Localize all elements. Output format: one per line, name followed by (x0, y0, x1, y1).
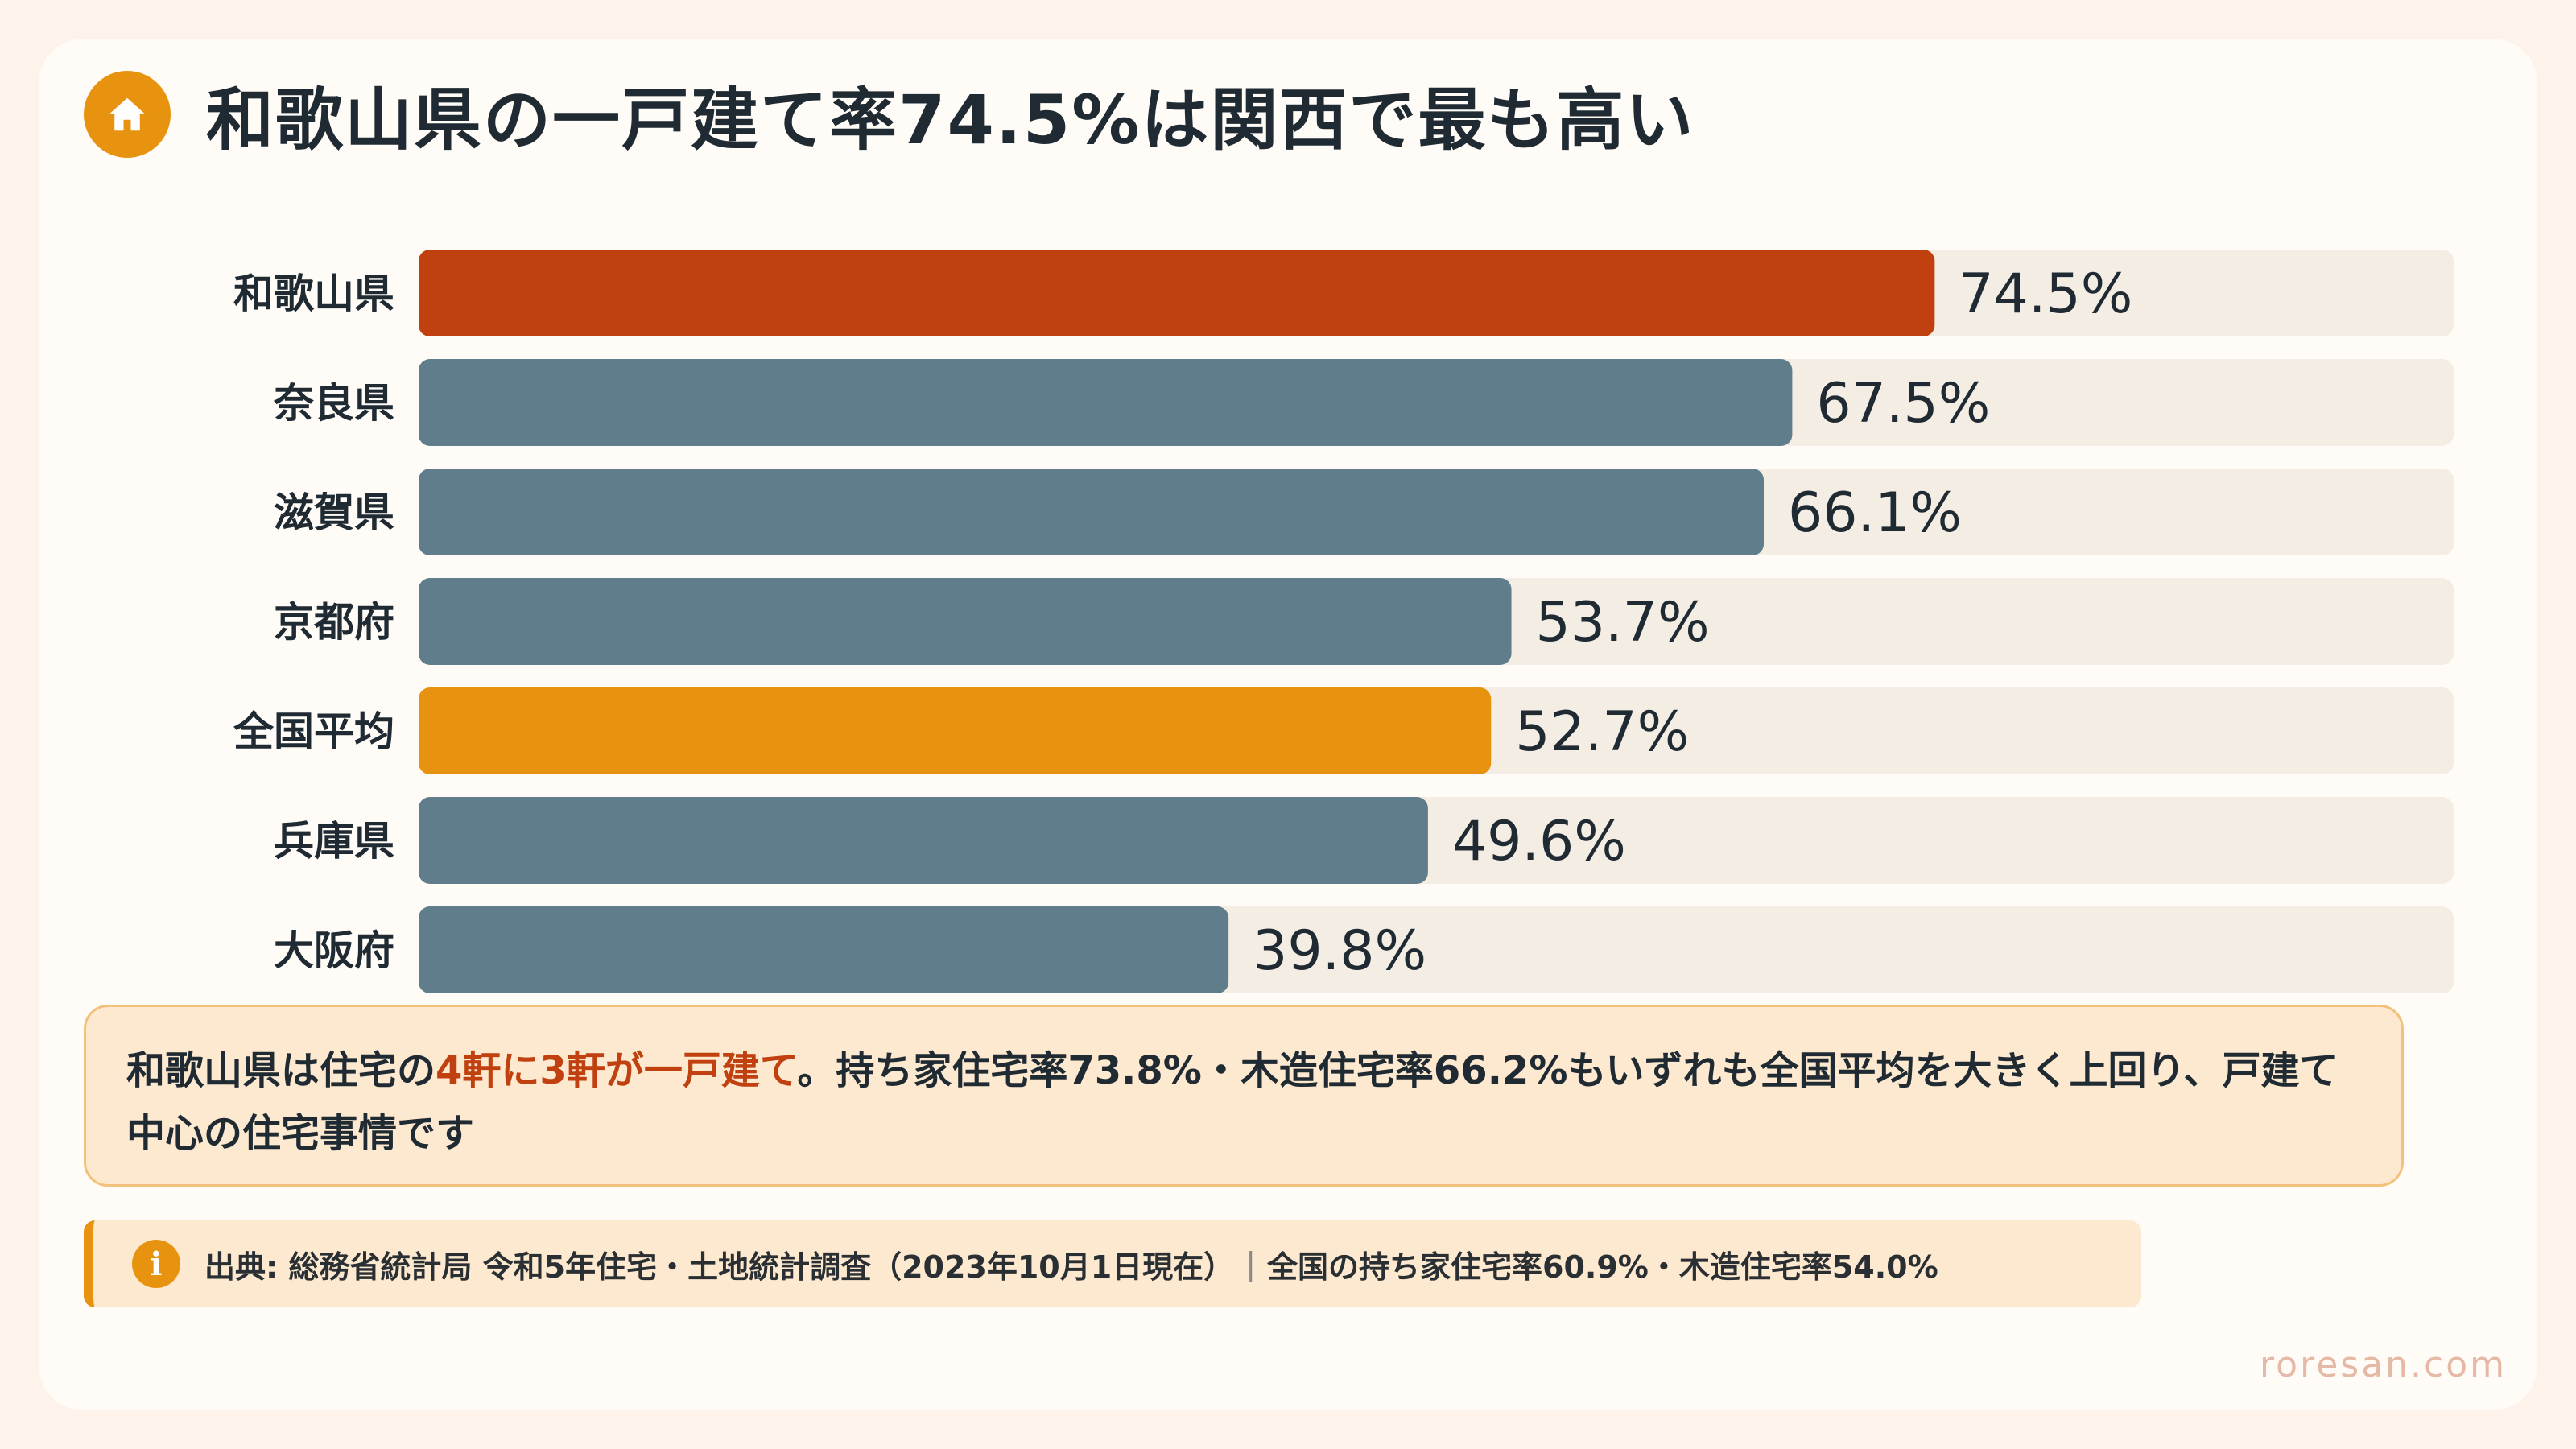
bar (419, 797, 1428, 884)
bar-chart: 和歌山県 74.5% 奈良県 67.5% 滋賀県 66.1% 京都府 53.7% 全国平均 52.… (233, 250, 2454, 993)
summary-callout: 和歌山県は住宅の4軒に3軒が一戸建て。持ち家住宅率73.8%・木造住宅率66.2… (84, 1005, 2404, 1187)
bar (419, 906, 1229, 993)
category-label: 兵庫県 (274, 818, 394, 865)
title-row: 和歌山県の一戸建て率74.5%は関西で最も高い (84, 66, 1695, 163)
source-note: i 出典: 総務省統計局 令和5年住宅・土地統計調査（2023年10月1日現在）… (84, 1220, 2141, 1307)
source-separator: | (1245, 1246, 1256, 1282)
value-label: 74.5% (1959, 262, 2132, 326)
bar (419, 578, 1512, 665)
source-text: 出典: 総務省統計局 令和5年住宅・土地統計調査（2023年10月1日現在） (204, 1249, 1235, 1285)
callout-text-before: 和歌山県は住宅の (126, 1048, 436, 1093)
category-label: 和歌山県 (233, 270, 394, 317)
value-label: 66.1% (1788, 481, 1962, 545)
bar (419, 359, 1793, 446)
brand-watermark: roresan.com (2260, 1344, 2507, 1385)
value-label: 39.8% (1253, 919, 1426, 983)
category-label: 京都府 (274, 599, 394, 646)
category-label: 奈良県 (273, 380, 394, 427)
bar (419, 250, 1935, 336)
bar (419, 469, 1765, 555)
page-title: 和歌山県の一戸建て率74.5%は関西で最も高い (206, 80, 1695, 159)
value-label: 52.7% (1515, 700, 1689, 764)
home-icon (84, 71, 171, 158)
value-label: 53.7% (1536, 591, 1710, 654)
source-note-text: 全国の持ち家住宅率60.9%・木造住宅率54.0% (1267, 1249, 1938, 1285)
callout-text-after: 。持ち家住宅率73.8%・木造住宅率66.2%もいずれも全国平均を大きく上回り、… (126, 1048, 2339, 1156)
category-label: 全国平均 (233, 708, 394, 755)
info-icon: i (132, 1240, 180, 1288)
category-label: 滋賀県 (274, 489, 394, 536)
callout-highlight: 4軒に3軒が一戸建て (436, 1048, 798, 1093)
bar (419, 687, 1492, 774)
value-label: 49.6% (1452, 810, 1626, 873)
value-label: 67.5% (1816, 372, 1990, 436)
category-label: 大阪府 (274, 927, 394, 974)
